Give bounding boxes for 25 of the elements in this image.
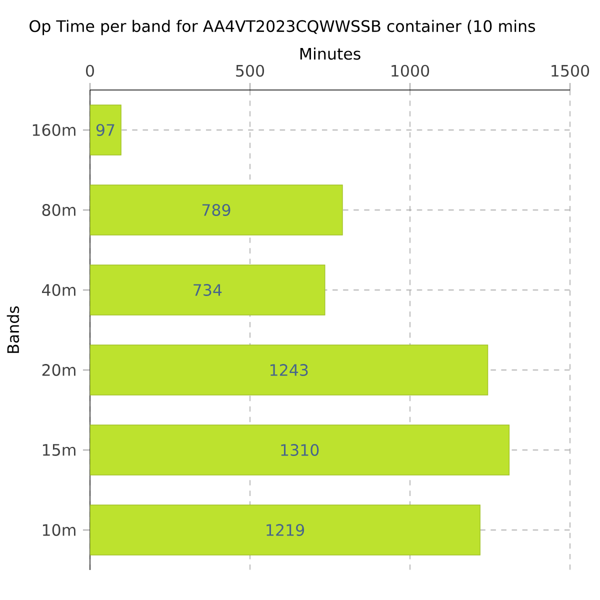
x-tick-label: 1000 [392, 64, 430, 77]
bar [90, 344, 488, 396]
bar [90, 424, 510, 476]
bar [90, 264, 326, 316]
y-axis-title: Bands [6, 306, 20, 353]
bar [90, 184, 343, 236]
data-label: 789 [202, 204, 230, 216]
x-axis-title: Minutes [300, 48, 360, 60]
data-label: 1219 [266, 524, 304, 536]
y-tick-label: 20m [42, 364, 76, 376]
x-tick-label: 1500 [552, 64, 590, 77]
bar [90, 504, 480, 556]
data-label: 1310 [281, 444, 319, 456]
y-tick-label: 40m [42, 284, 76, 296]
data-label: 1243 [270, 364, 308, 376]
chart-title: Op Time per band for AA4VT2023CQWWSSB container (10 mins [30, 20, 536, 36]
bar [90, 104, 122, 156]
y-tick-label: 15m [42, 444, 76, 456]
x-tick-label: 0 [86, 64, 94, 77]
y-tick-label: 80m [42, 204, 76, 216]
x-tick-label: 500 [236, 64, 264, 77]
data-label: 97 [96, 124, 114, 136]
data-label: 734 [194, 284, 222, 296]
y-tick-label: 10m [42, 524, 76, 536]
y-tick-label: 160m [32, 124, 76, 136]
